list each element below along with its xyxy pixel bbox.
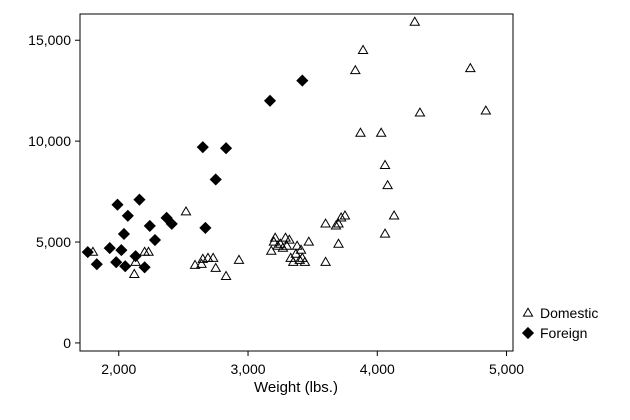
data-marks [81,16,492,280]
domestic-point [287,256,299,266]
y-axis: 0 5,000 10,000 15,000 [28,32,80,351]
y-tick-label: 15,000 [28,32,71,48]
domestic-point [180,205,192,216]
domestic-point [130,256,142,266]
domestic-point [269,232,281,242]
domestic-point [379,228,391,238]
domestic-point [233,254,245,264]
domestic-point [349,64,361,75]
y-tick-label: 10,000 [28,133,71,149]
domestic-point [281,240,293,250]
foreign-point [143,219,156,232]
x-axis: 2,000 3,000 4,000 5,000 [101,351,524,377]
domestic-point [220,270,232,280]
foreign-point [199,221,212,234]
x-tick-label: 5,000 [489,361,524,377]
foreign-point [121,209,134,222]
domestic-point [291,240,303,250]
y-tick-label: 0 [63,335,71,351]
domestic-point [295,244,307,254]
foreign-point [138,261,151,274]
domestic-point [335,212,347,222]
domestic-point [375,127,387,137]
domestic-point [272,240,284,250]
foreign-point [111,198,124,211]
domestic-point [414,107,426,117]
domestic-point [303,236,315,246]
domestic-point [277,242,289,252]
domestic-legend-label: Domestic [540,305,598,321]
y-tick-label: 5,000 [36,234,71,250]
domestic-point [320,218,332,228]
x-axis-title: Weight (lbs.) [254,379,338,396]
foreign-point [90,258,103,271]
domestic-point [382,179,394,190]
foreign-point [219,142,233,155]
foreign-point [196,141,209,154]
foreign-point [117,227,131,241]
foreign-legend-marker [521,326,535,340]
foreign-point [296,74,309,87]
foreign-point [133,193,146,206]
domestic-point [189,259,201,269]
domestic-point [299,256,311,266]
domestic-point [143,246,154,256]
foreign-point [263,94,277,107]
foreign-point [209,173,222,186]
domestic-point [330,220,342,230]
domestic-point [294,254,306,264]
foreign-legend-label: Foreign [540,325,587,341]
x-tick-label: 3,000 [231,361,266,377]
domestic-point [333,218,344,228]
domestic-point [388,209,400,220]
domestic-point [480,105,492,115]
legend: Domestic Foreign [521,305,598,341]
foreign-point [148,233,162,247]
x-tick-label: 2,000 [101,361,136,377]
domestic-point [409,16,421,26]
domestic-point [210,262,222,272]
domestic-point [357,44,369,54]
domestic-point [265,245,277,255]
foreign-point [115,244,128,257]
domestic-point [320,256,332,266]
domestic-point [207,252,219,262]
domestic-legend-marker [522,307,534,317]
domestic-point [128,268,140,278]
domestic-point [339,209,351,220]
domestic-point [333,238,344,248]
domestic-point [196,258,207,268]
domestic-point [464,62,476,73]
foreign-point [81,246,94,259]
foreign-point [165,217,178,230]
foreign-point [119,260,132,273]
domestic-point [283,234,295,244]
plot-frame [79,13,514,352]
x-tick-label: 4,000 [360,361,395,377]
domestic-point [379,159,391,169]
foreign-point [110,256,123,269]
foreign-point [103,242,116,255]
foreign-point [129,250,142,263]
domestic-point [355,127,366,137]
